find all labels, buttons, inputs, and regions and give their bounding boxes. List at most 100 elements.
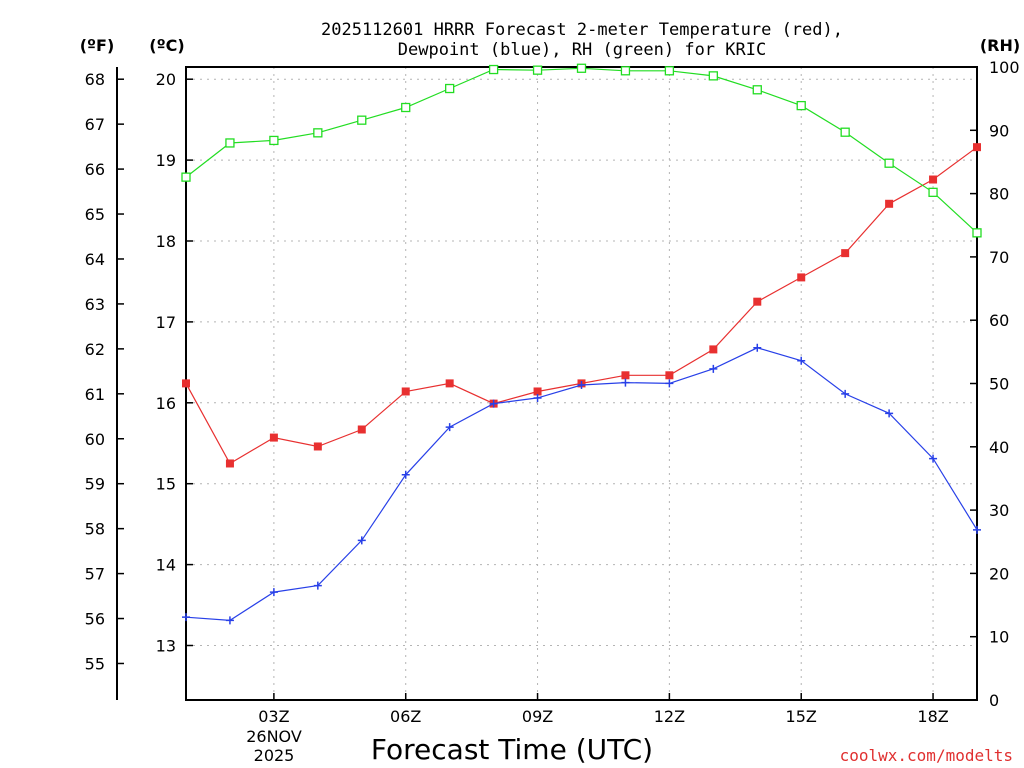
- fahrenheit-tick-label-68: 68: [85, 70, 105, 89]
- rh-tick-label-100: 100: [989, 58, 1020, 77]
- temperature-point-3: [269, 433, 278, 442]
- fahrenheit-tick-label-61: 61: [85, 385, 105, 404]
- fahrenheit-tick-label-57: 57: [85, 565, 105, 584]
- fahrenheit-tick-label-55: 55: [85, 654, 105, 673]
- fahrenheit-unit-label: (ºF): [80, 36, 115, 55]
- axes: [116, 66, 978, 701]
- rh-tick-label-10: 10: [989, 628, 1009, 647]
- x-tick-label-09Z: 09Z: [522, 707, 553, 726]
- x-axis-label: Forecast Time (UTC): [371, 733, 653, 766]
- temperature-point-16: [841, 249, 850, 258]
- temperature-point-6: [401, 387, 410, 396]
- dewpoint-point-4: [313, 581, 322, 590]
- rh-tick-label-30: 30: [989, 501, 1009, 520]
- temperature-point-19: [973, 143, 981, 152]
- temperature-point-18: [929, 175, 938, 184]
- date-label-day: 26NOV: [246, 727, 302, 746]
- rh-unit-label: (RH): [980, 36, 1020, 55]
- rh-point-16: [840, 127, 850, 137]
- dewpoint-point-7: [445, 423, 454, 432]
- temperature-point-13: [709, 345, 718, 354]
- fahrenheit-tick-label-63: 63: [85, 295, 105, 314]
- fahrenheit-tick-label-66: 66: [85, 160, 105, 179]
- celsius-tick-label-13: 13: [156, 637, 176, 656]
- dewpoint-point-14: [753, 343, 762, 352]
- temperature-point-12: [665, 371, 674, 380]
- temperature-point-14: [753, 297, 762, 306]
- celsius-tick-label-17: 17: [156, 313, 176, 332]
- dewpoint-point-5: [357, 536, 366, 545]
- rh-point-18: [928, 187, 938, 197]
- celsius-unit-label: (ºC): [149, 36, 184, 55]
- x-tick-label-15Z: 15Z: [786, 707, 817, 726]
- rh-tick-label-70: 70: [989, 248, 1009, 267]
- rh-tick-label-40: 40: [989, 438, 1009, 457]
- rh-tick-label-20: 20: [989, 564, 1009, 583]
- temperature-line: [185, 146, 978, 465]
- rh-point-15: [796, 100, 806, 111]
- temperature-point-1: [182, 379, 190, 388]
- celsius-tick-label-14: 14: [156, 556, 176, 575]
- fahrenheit-tick-label-67: 67: [85, 115, 105, 134]
- fahrenheit-tick-label-59: 59: [85, 475, 105, 494]
- fahrenheit-tick-label-62: 62: [85, 340, 105, 359]
- rh-point-17: [884, 158, 894, 168]
- dewpoint-point-17: [885, 409, 894, 418]
- temperature-point-9: [533, 387, 542, 396]
- dewpoint-point-16: [841, 389, 850, 398]
- rh-point-14: [752, 85, 762, 95]
- rh-point-6: [401, 102, 411, 113]
- fahrenheit-tick-label-56: 56: [85, 610, 105, 629]
- dewpoint-point-8: [489, 399, 498, 408]
- dewpoint-point-1: [182, 613, 190, 622]
- series-layer: [181, 63, 982, 625]
- x-tick-label-12Z: 12Z: [654, 707, 685, 726]
- celsius-tick-label-16: 16: [156, 394, 176, 413]
- rh-point-7: [445, 83, 455, 94]
- dewpoint-point-9: [533, 393, 542, 402]
- dewpoint-point-3: [269, 588, 278, 597]
- tick-labels: 55 56 57 58 59 60 61 62 63 64 65 66 67 68 13 14 15 16 17 18…: [85, 58, 1020, 726]
- rh-point-13: [708, 71, 718, 81]
- fahrenheit-tick-label-64: 64: [85, 250, 105, 269]
- x-tick-label-03Z: 03Z: [258, 707, 289, 726]
- dewpoint-point-6: [401, 470, 410, 479]
- temperature-point-2: [225, 459, 234, 468]
- temperature-point-5: [357, 425, 366, 434]
- dewpoint-point-19: [973, 525, 981, 534]
- x-tick-label-18Z: 18Z: [917, 707, 948, 726]
- fahrenheit-tick-label-65: 65: [85, 205, 105, 224]
- rh-tick-label-50: 50: [989, 375, 1009, 394]
- rh-point-12: [664, 66, 675, 76]
- chart-title-line-2: Dewpoint (blue), RH (green) for KRIC: [398, 40, 766, 60]
- dewpoint-point-15: [797, 356, 806, 365]
- temperature-point-11: [621, 371, 630, 380]
- rh-point-3: [269, 135, 279, 146]
- rh-point-10: [576, 63, 587, 73]
- rh-point-5: [357, 115, 367, 125]
- celsius-tick-label-19: 19: [156, 151, 176, 170]
- celsius-tick-label-18: 18: [156, 232, 176, 251]
- rh-point-19: [972, 228, 982, 238]
- rh-point-4: [313, 128, 323, 138]
- dewpoint-point-2: [225, 616, 234, 625]
- dewpoint-point-18: [929, 454, 938, 463]
- date-label-year: 2025: [254, 746, 295, 765]
- rh-point-8: [488, 64, 499, 75]
- rh-tick-label-80: 80: [989, 185, 1009, 204]
- fahrenheit-tick-label-58: 58: [85, 520, 105, 539]
- dewpoint-point-12: [665, 379, 674, 388]
- fahrenheit-tick-label-60: 60: [85, 430, 105, 449]
- rh-point-9: [532, 65, 543, 75]
- rh-tick-label-0: 0: [989, 691, 999, 710]
- temperature-point-15: [797, 273, 806, 282]
- rh-point-2: [225, 138, 235, 148]
- temperature-point-17: [885, 199, 894, 208]
- celsius-tick-label-20: 20: [156, 70, 176, 89]
- credit-label: coolwx.com/modelts: [840, 746, 1013, 765]
- celsius-tick-label-15: 15: [156, 475, 176, 494]
- dewpoint-point-11: [621, 378, 630, 387]
- rh-tick-label-60: 60: [989, 311, 1009, 330]
- rh-point-11: [620, 66, 631, 76]
